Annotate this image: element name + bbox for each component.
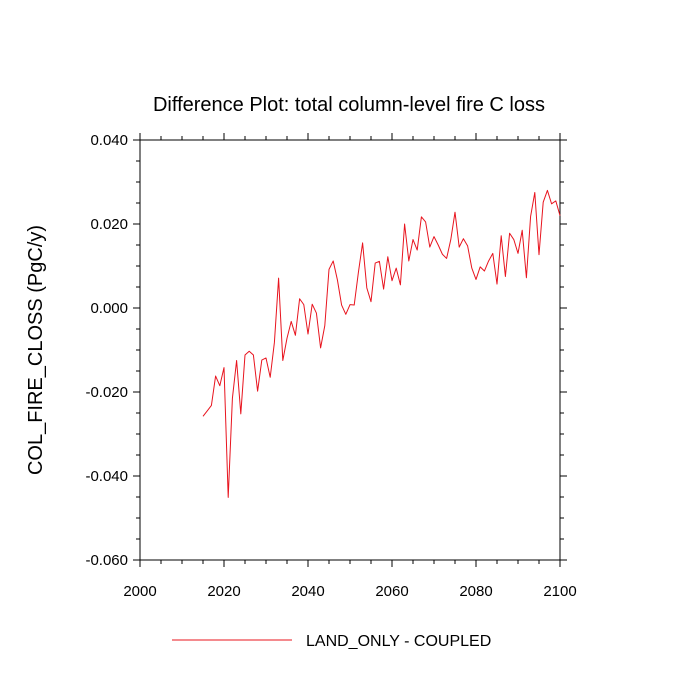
x-tick-label: 2020: [207, 583, 240, 600]
y-tick-label: 0.000: [90, 300, 128, 317]
series-layer: [202, 189, 561, 498]
x-tick-label: 2040: [291, 583, 324, 600]
y-tick-label: -0.040: [85, 468, 128, 485]
x-tick-label: 2000: [123, 583, 156, 600]
y-tick-label: -0.060: [85, 552, 128, 569]
x-tick-label: 2060: [375, 583, 408, 600]
series-line-0: [202, 189, 561, 498]
y-tick-label: -0.020: [85, 384, 128, 401]
tick-labels: 2000 2020 2040 2060 2080 2100 -0.060 -0.040 -0.0…: [85, 132, 576, 600]
plot-frame: [139, 139, 561, 561]
legend-label: LAND_ONLY - COUPLED: [306, 633, 491, 650]
y-tick-label: 0.040: [90, 132, 128, 149]
x-tick-label: 2080: [459, 583, 492, 600]
chart-title: Difference Plot: total column-level fire…: [153, 94, 545, 116]
axis-ticks: [133, 133, 567, 567]
y-tick-label: 0.020: [90, 216, 128, 233]
x-tick-label: 2100: [543, 583, 576, 600]
legend: LAND_ONLY - COUPLED: [172, 633, 491, 650]
y-axis-label: COL_FIRE_CLOSS (PgC/y): [25, 225, 47, 475]
